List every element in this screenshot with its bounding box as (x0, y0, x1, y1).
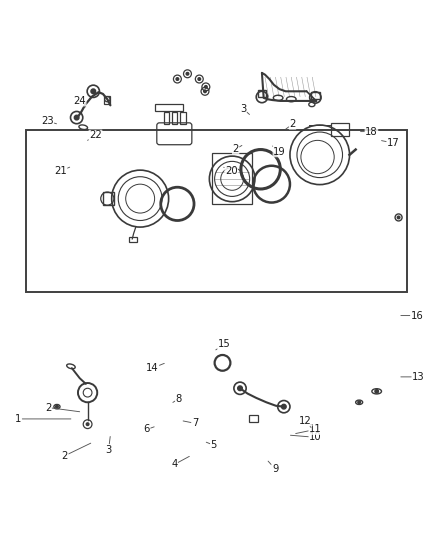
Bar (212, 154, 252, 204)
Text: 22: 22 (88, 130, 102, 140)
Text: 11: 11 (296, 424, 322, 434)
Bar (311, 92, 320, 99)
Bar (129, 237, 137, 243)
Text: 2: 2 (233, 144, 242, 154)
Circle shape (74, 115, 79, 120)
Circle shape (397, 216, 400, 219)
Text: 15: 15 (216, 340, 231, 350)
Circle shape (204, 90, 206, 93)
Text: 4: 4 (171, 456, 189, 470)
Bar (164, 112, 169, 124)
Text: 5: 5 (206, 440, 217, 450)
Text: 21: 21 (54, 166, 70, 176)
Text: 13: 13 (401, 372, 424, 382)
Text: 18: 18 (360, 127, 378, 136)
Circle shape (186, 72, 189, 75)
Circle shape (56, 405, 58, 408)
Bar (103, 192, 114, 205)
Circle shape (86, 423, 89, 425)
Bar (172, 112, 177, 124)
Text: 24: 24 (74, 96, 86, 107)
Text: 7: 7 (183, 418, 198, 429)
Text: 9: 9 (268, 461, 278, 474)
Text: 17: 17 (381, 138, 400, 148)
Circle shape (176, 78, 179, 80)
Bar (155, 103, 183, 110)
Text: 1: 1 (15, 414, 71, 424)
Text: 6: 6 (144, 424, 154, 434)
Circle shape (198, 78, 201, 80)
Bar (180, 112, 186, 124)
Circle shape (375, 390, 378, 393)
Text: 16: 16 (401, 311, 424, 320)
Text: 2: 2 (62, 443, 91, 461)
Text: 12: 12 (299, 416, 312, 427)
Text: 10: 10 (290, 432, 321, 442)
Text: 20: 20 (224, 166, 237, 176)
Bar (249, 415, 258, 422)
Text: 2: 2 (286, 119, 296, 129)
Bar (104, 96, 110, 103)
Circle shape (358, 401, 360, 403)
Circle shape (282, 405, 286, 409)
Bar (258, 91, 266, 98)
Bar (331, 123, 349, 135)
Bar (26, 130, 407, 292)
Text: 14: 14 (146, 363, 164, 373)
Text: 19: 19 (272, 146, 286, 157)
Circle shape (91, 89, 95, 94)
Text: 2: 2 (45, 402, 80, 413)
Text: 8: 8 (173, 394, 182, 404)
Text: 3: 3 (106, 437, 112, 455)
Text: 23: 23 (41, 116, 57, 126)
Circle shape (238, 386, 242, 391)
Text: 3: 3 (240, 104, 250, 115)
Circle shape (205, 86, 207, 88)
